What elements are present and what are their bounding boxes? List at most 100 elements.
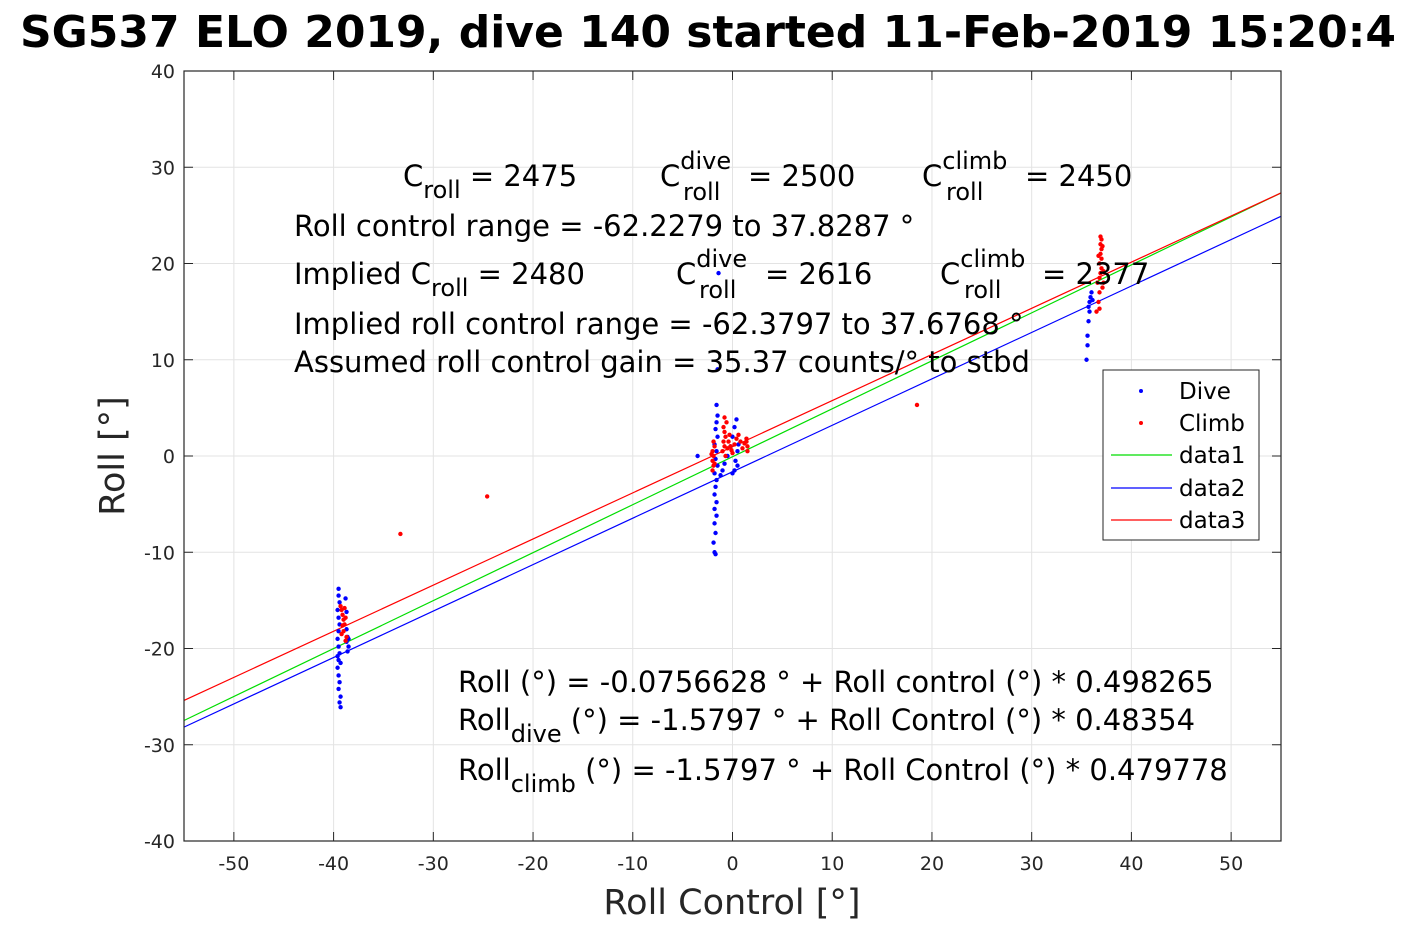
dive-point xyxy=(336,593,341,598)
dive-point xyxy=(733,458,738,464)
axis-ticks: -50 -40 -30 -20 -10 0 10 20 30 40 50 -40 -30 -20 -10 0 1… xyxy=(144,61,1281,875)
x-tick-label: 50 xyxy=(1219,853,1243,875)
dive-point xyxy=(336,586,341,592)
legend-data3-label: data3 xyxy=(1179,508,1245,534)
c-roll-dive-value: = 2500 xyxy=(748,159,855,193)
x-tick-label: 40 xyxy=(1119,853,1143,875)
c-roll-text: Croll = 2475 xyxy=(403,159,577,204)
implied-c-roll-dive-text: Cdive xyxy=(676,245,747,291)
dive-point xyxy=(713,530,718,536)
dive-point xyxy=(695,453,700,459)
legend-dive-label: Dive xyxy=(1179,379,1231,405)
climb-point xyxy=(734,436,739,441)
c-roll-climb-text: Cclimb xyxy=(922,147,1007,193)
implied-c-roll-climb-value: = 2377 xyxy=(1042,257,1149,291)
dive-point xyxy=(337,700,342,705)
dive-point xyxy=(336,686,341,692)
dive-point xyxy=(715,413,720,418)
climb-point xyxy=(723,453,728,459)
climb-point xyxy=(1097,290,1102,295)
climb-point xyxy=(1096,299,1101,305)
climb-point xyxy=(343,615,348,620)
x-tick-label: -10 xyxy=(617,853,648,875)
dive-point xyxy=(735,463,740,468)
dive-point xyxy=(712,506,717,512)
x-tick-label: 0 xyxy=(726,853,738,875)
dive-point xyxy=(732,424,737,430)
climb-point xyxy=(712,461,717,466)
climb-point xyxy=(721,439,726,444)
dive-point xyxy=(338,694,343,699)
y-tick-label: 0 xyxy=(163,446,175,468)
dive-point xyxy=(346,644,351,649)
dive-point xyxy=(338,705,343,710)
dive-point xyxy=(720,468,725,473)
climb-point xyxy=(732,442,737,447)
implied-c-roll-climb-sub: roll xyxy=(964,276,1001,304)
x-tick-label: -50 xyxy=(218,853,249,875)
dive-point xyxy=(337,679,342,685)
dive-point xyxy=(336,615,341,620)
c-roll-dive-text: Cdive xyxy=(660,147,731,193)
dive-point xyxy=(1085,343,1090,348)
x-tick-label: 20 xyxy=(920,853,944,875)
climb-point xyxy=(484,494,490,499)
climb-point xyxy=(726,439,731,444)
climb-point xyxy=(1095,280,1100,285)
climb-point xyxy=(712,444,717,449)
dive-point xyxy=(713,484,718,489)
y-tick-label: 10 xyxy=(151,350,175,372)
dive-point xyxy=(335,665,340,670)
x-axis-label: Roll Control [°] xyxy=(603,883,860,923)
dive-point xyxy=(335,654,340,659)
climb-point xyxy=(745,448,750,454)
legend-data2-label: data2 xyxy=(1179,476,1245,502)
climb-point xyxy=(740,446,745,451)
dive-point xyxy=(1089,290,1094,295)
climb-point xyxy=(710,468,715,473)
c-roll-climb-sub: roll xyxy=(946,178,983,206)
dive-point xyxy=(344,609,349,615)
x-tick-label: -20 xyxy=(518,853,549,875)
climb-point xyxy=(727,432,732,438)
dive-point xyxy=(345,649,350,654)
dive-point xyxy=(730,471,735,476)
y-tick-label: 40 xyxy=(151,61,175,83)
climb-point xyxy=(724,420,729,425)
climb-point xyxy=(709,451,714,457)
c-roll-dive-sub: roll xyxy=(683,178,720,206)
roll-control-range-text: Roll control range = -62.2279 to 37.8287… xyxy=(294,209,914,243)
climb-point xyxy=(398,531,403,537)
dive-point xyxy=(711,540,716,545)
y-tick-label: -30 xyxy=(144,735,175,757)
implied-c-roll-dive-sub: roll xyxy=(699,276,736,304)
fit-overall-text: Roll (°) = -0.0756628 ° + Roll control (… xyxy=(458,665,1214,699)
climb-point xyxy=(339,631,344,637)
climb-point xyxy=(342,622,347,627)
climb-point xyxy=(730,450,735,456)
y-tick-label: -40 xyxy=(144,831,175,853)
dive-point xyxy=(715,367,720,372)
climb-point xyxy=(1097,261,1102,266)
y-tick-label: 30 xyxy=(151,157,175,179)
climb-point xyxy=(1097,275,1102,281)
dive-point xyxy=(335,636,340,642)
climb-point xyxy=(720,448,725,454)
dive-point xyxy=(338,660,343,666)
climb-point xyxy=(1100,243,1105,249)
control-gain-text: Assumed roll control gain = 35.37 counts… xyxy=(294,345,1030,379)
climb-point xyxy=(1100,285,1105,290)
x-tick-label: -30 xyxy=(418,853,449,875)
dive-point xyxy=(1086,319,1091,324)
dive-point xyxy=(1087,309,1092,314)
x-tick-label: 10 xyxy=(820,853,844,875)
dive-point xyxy=(714,448,719,454)
dive-point xyxy=(336,644,341,649)
climb-point xyxy=(1098,234,1103,239)
dive-point xyxy=(336,628,341,634)
implied-c-roll-dive-value: = 2616 xyxy=(765,257,872,291)
dive-point xyxy=(1085,333,1090,338)
x-tick-label: -40 xyxy=(318,853,349,875)
climb-point xyxy=(745,444,750,449)
